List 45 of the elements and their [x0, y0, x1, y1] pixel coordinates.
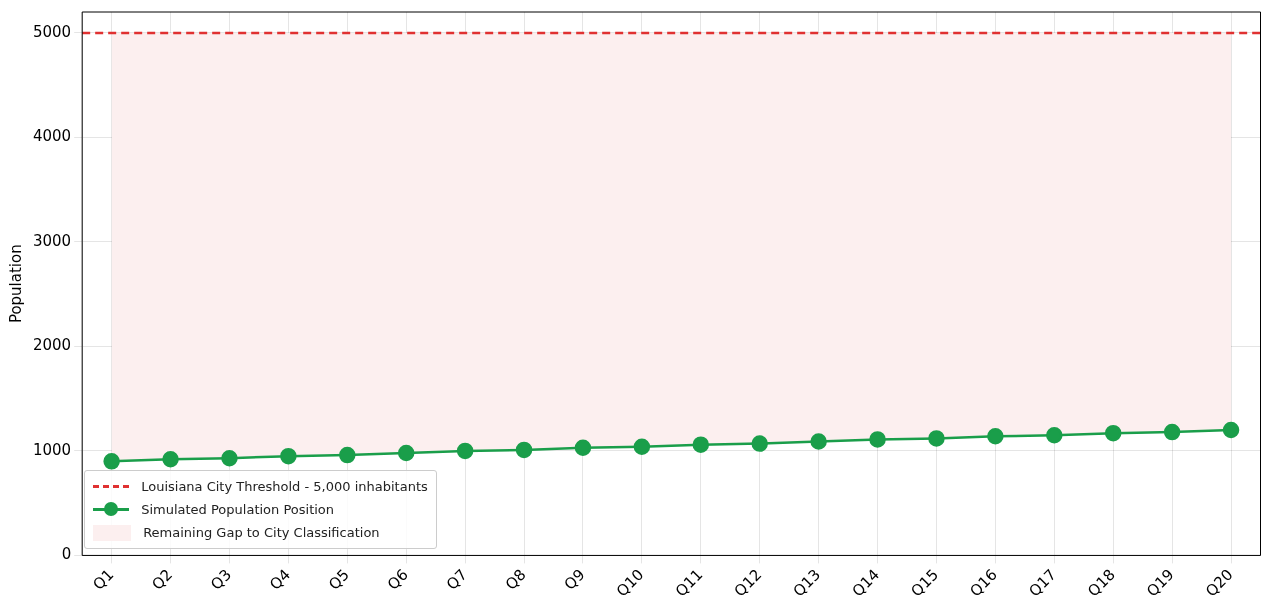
- x-tick-label: Q1: [89, 565, 118, 594]
- point: [397, 444, 415, 462]
- x-tick-label: Q13: [789, 565, 825, 601]
- point: [103, 453, 120, 470]
- x-tick-label: Q10: [612, 565, 648, 601]
- x-tick-label: Q12: [730, 565, 766, 601]
- x-tick-label: Q2: [148, 565, 177, 594]
- legend-label: Louisiana City Threshold - 5,000 inhabitants: [141, 479, 428, 495]
- y-tick-label: 4000: [32, 127, 72, 146]
- point: [162, 451, 179, 468]
- point: [987, 428, 1004, 445]
- y-tick-label: 3000: [32, 231, 72, 250]
- legend-label: Simulated Population Position: [141, 502, 335, 518]
- x-tick-label: Q19: [1143, 565, 1178, 601]
- point: [456, 442, 474, 460]
- point: [221, 449, 238, 467]
- y-tick-label: 0: [61, 545, 72, 564]
- x-tick-label: Q20: [1202, 565, 1237, 601]
- point: [928, 430, 945, 447]
- y-tick-label: 1000: [32, 440, 72, 459]
- y-axis-title: Population: [6, 244, 25, 324]
- point: [751, 435, 768, 452]
- x-tick-label: Q4: [266, 565, 294, 594]
- point: [810, 433, 827, 450]
- point: [1104, 424, 1122, 442]
- point: [633, 438, 651, 455]
- x-tick-label: Q7: [442, 565, 471, 594]
- point: [574, 439, 592, 457]
- y-tick-label: 5000: [32, 22, 72, 41]
- x-tick-label: Q3: [207, 565, 236, 594]
- point: [339, 446, 356, 464]
- point: [515, 441, 533, 459]
- point: [1222, 421, 1240, 439]
- x-tick-label: Q5: [325, 565, 353, 594]
- point: [1163, 423, 1181, 441]
- point: [280, 447, 297, 465]
- x-tick-label: Q9: [560, 565, 589, 594]
- point: [1046, 427, 1063, 444]
- y-tick-label: 2000: [32, 336, 72, 355]
- point: [692, 436, 710, 453]
- x-tick-label: Q8: [501, 565, 530, 594]
- x-tick-label: Q6: [383, 565, 412, 594]
- point: [869, 431, 886, 448]
- legend-label: Remaining Gap to City Classification: [143, 525, 380, 541]
- x-tick-label: Q11: [671, 565, 707, 601]
